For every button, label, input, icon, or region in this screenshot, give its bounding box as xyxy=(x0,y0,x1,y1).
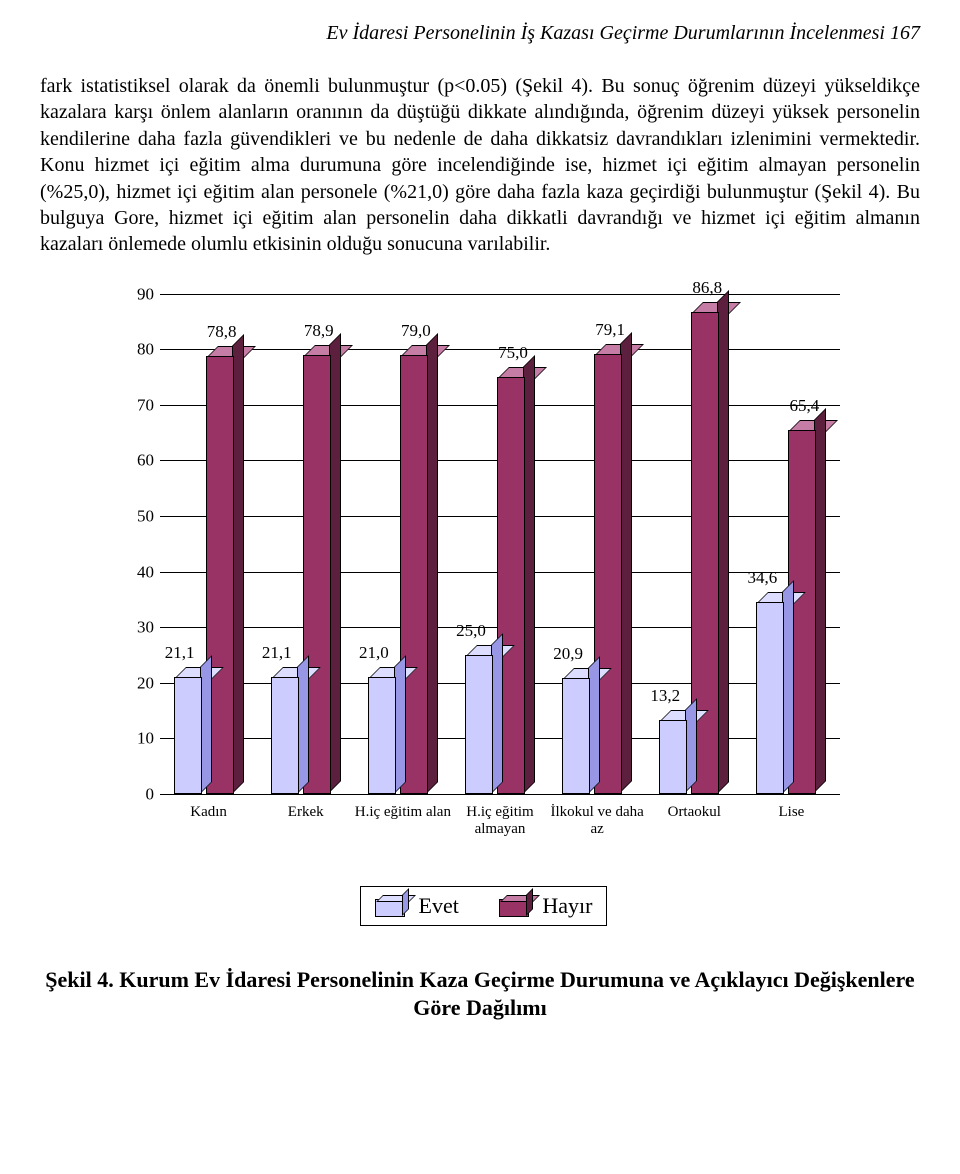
page-number: 167 xyxy=(890,22,920,44)
value-label-hayir: 78,8 xyxy=(192,322,252,342)
legend-label-evet: Evet xyxy=(419,893,459,918)
legend-label-hayir: Hayır xyxy=(542,893,592,918)
legend-swatch-evet xyxy=(375,899,405,917)
x-tick-label: Ortaokul xyxy=(646,804,743,839)
bar-evet xyxy=(659,720,687,793)
chart: 010203040506070809021,178,821,178,921,07… xyxy=(100,286,860,876)
value-label-evet: 34,6 xyxy=(732,568,792,588)
x-tick-label: İlkokul ve dahaaz xyxy=(549,804,646,839)
y-tick-label: 40 xyxy=(120,563,154,580)
value-label-evet: 21,1 xyxy=(150,643,210,663)
legend-item-hayir: Hayır xyxy=(499,893,593,919)
y-tick-label: 70 xyxy=(120,396,154,413)
x-tick-label: Lise xyxy=(743,804,840,839)
legend-item-evet: Evet xyxy=(375,893,459,919)
bar-evet xyxy=(465,655,493,794)
running-head-title: Ev İdaresi Personelinin İş Kazası Geçirm… xyxy=(326,22,885,44)
y-tick-label: 20 xyxy=(120,674,154,691)
bar-evet xyxy=(562,678,590,794)
y-tick-label: 80 xyxy=(120,341,154,358)
x-tick-label: H.iç eğitim alan xyxy=(354,804,451,839)
category: 21,178,8 xyxy=(160,294,257,794)
body-paragraph: fark istatistiksel olarak da önemli bulu… xyxy=(40,73,920,258)
chart-caption: Şekil 4. Kurum Ev İdaresi Personelinin K… xyxy=(40,966,920,1023)
value-label-hayir: 78,9 xyxy=(289,321,349,341)
bar-evet xyxy=(756,602,784,794)
y-tick-label: 50 xyxy=(120,507,154,524)
y-tick-label: 60 xyxy=(120,452,154,469)
category: 21,079,0 xyxy=(354,294,451,794)
value-label-hayir: 86,8 xyxy=(677,278,737,298)
y-tick-label: 30 xyxy=(120,619,154,636)
value-label-evet: 20,9 xyxy=(538,644,598,664)
x-tick-label: Erkek xyxy=(257,804,354,839)
value-label-hayir: 65,4 xyxy=(774,396,834,416)
value-label-hayir: 75,0 xyxy=(483,343,543,363)
category: 13,286,8 xyxy=(646,294,743,794)
category: 21,178,9 xyxy=(257,294,354,794)
value-label-evet: 21,1 xyxy=(247,643,307,663)
category: 34,665,4 xyxy=(743,294,840,794)
running-head: Ev İdaresi Personelinin İş Kazası Geçirm… xyxy=(40,22,920,45)
value-label-hayir: 79,1 xyxy=(580,320,640,340)
value-label-hayir: 79,0 xyxy=(386,321,446,341)
value-label-evet: 21,0 xyxy=(344,643,404,663)
x-tick-label: H.iç eğitimalmayan xyxy=(451,804,548,839)
category: 20,979,1 xyxy=(549,294,646,794)
legend: Evet Hayır xyxy=(360,886,607,926)
bar-evet xyxy=(174,677,202,794)
bar-evet xyxy=(271,677,299,794)
y-tick-label: 10 xyxy=(120,730,154,747)
y-tick-label: 90 xyxy=(120,285,154,302)
value-label-evet: 25,0 xyxy=(441,621,501,641)
category: 25,075,0 xyxy=(451,294,548,794)
grid-line xyxy=(160,794,840,795)
legend-swatch-hayir xyxy=(499,899,529,917)
value-label-evet: 13,2 xyxy=(635,686,695,706)
x-tick-label: Kadın xyxy=(160,804,257,839)
y-tick-label: 0 xyxy=(120,785,154,802)
bar-evet xyxy=(368,677,396,794)
